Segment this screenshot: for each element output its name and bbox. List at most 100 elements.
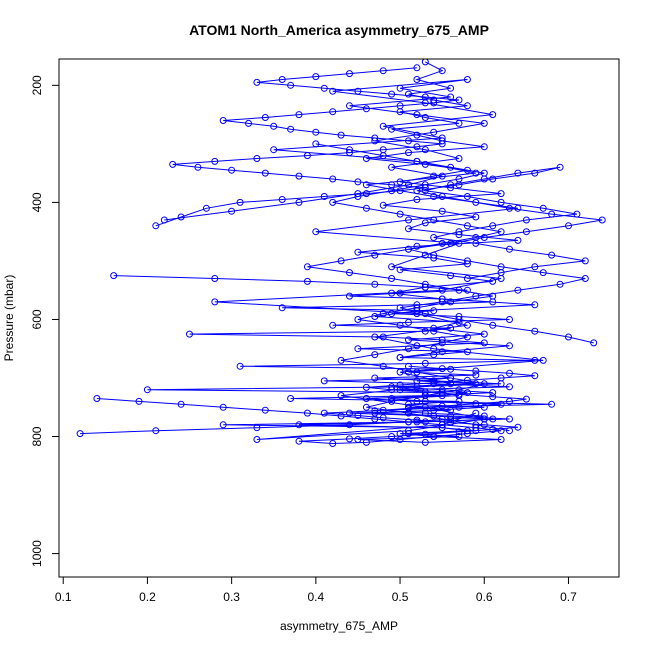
data-point: [455, 428, 463, 436]
data-point: [303, 152, 311, 160]
data-point: [463, 102, 471, 110]
data-point: [430, 251, 438, 259]
x-tick-label: 0.1: [55, 590, 72, 604]
data-point: [531, 356, 539, 364]
data-point: [405, 216, 412, 224]
data-point: [388, 90, 396, 98]
data-point: [396, 102, 404, 110]
data-point: [421, 327, 429, 335]
data-point: [312, 140, 320, 148]
data-point: [388, 275, 396, 282]
data-point: [463, 193, 471, 200]
data-point: [371, 351, 379, 359]
data-point: [480, 330, 488, 338]
x-axis-label: asymmetry_675_AMP: [280, 619, 398, 633]
data-point: [320, 193, 328, 200]
data-point: [413, 368, 421, 376]
data-point: [362, 204, 370, 212]
data-point: [430, 379, 438, 387]
data-point: [388, 187, 396, 195]
data-point: [379, 67, 387, 75]
data-point: [463, 275, 471, 282]
data-point: [522, 228, 530, 236]
data-point: [472, 380, 480, 388]
y-tick-label: 200: [30, 75, 44, 95]
data-point: [463, 166, 471, 174]
data-point: [152, 427, 160, 435]
data-point: [480, 421, 488, 429]
data-point: [421, 219, 429, 227]
data-point: [447, 84, 455, 92]
data-point: [514, 204, 522, 212]
data-point: [261, 406, 269, 414]
data-point: [76, 430, 84, 438]
data-point: [371, 374, 379, 382]
data-point: [497, 198, 505, 206]
data-point: [405, 90, 412, 98]
data-point: [590, 339, 598, 347]
data-point: [413, 304, 421, 312]
data-point: [152, 222, 160, 230]
data-point: [362, 383, 370, 391]
data-point: [489, 415, 497, 423]
data-point: [371, 415, 379, 423]
data-point: [362, 438, 370, 446]
data-point: [329, 198, 337, 206]
data-point: [489, 292, 497, 300]
data-point: [556, 280, 564, 288]
data-point: [362, 395, 370, 402]
data-point: [438, 415, 446, 423]
data-point: [211, 275, 219, 282]
data-point: [514, 423, 522, 431]
data-point: [447, 181, 455, 189]
data-point: [438, 298, 446, 306]
data-point: [430, 234, 438, 241]
data-point: [396, 289, 404, 297]
data-point: [303, 409, 311, 417]
data-point: [312, 128, 320, 136]
data-point: [522, 216, 530, 224]
data-point: [522, 395, 530, 403]
data-point: [421, 181, 429, 189]
data-point: [413, 342, 421, 350]
data-point: [295, 421, 303, 429]
data-point: [421, 114, 429, 121]
data-point: [379, 362, 387, 370]
data-point: [379, 414, 387, 422]
data-point: [421, 418, 429, 426]
data-point: [236, 198, 244, 206]
data-point: [405, 400, 412, 408]
data-point: [362, 155, 370, 162]
data-point: [497, 374, 505, 382]
data-point: [346, 269, 353, 277]
series-line: [307, 143, 510, 432]
data-point: [405, 137, 412, 145]
data-point: [539, 204, 547, 212]
data-point: [346, 292, 353, 300]
data-point: [438, 348, 446, 356]
data-point: [219, 403, 227, 411]
data-point: [413, 157, 421, 165]
data-point: [295, 111, 303, 119]
data-point: [472, 400, 480, 408]
data-point: [506, 342, 513, 350]
data-point: [143, 386, 151, 394]
data-point: [489, 175, 497, 183]
data-point: [278, 76, 286, 83]
data-point: [413, 196, 421, 203]
data-point: [354, 345, 362, 353]
data-point: [430, 327, 438, 335]
data-point: [312, 228, 320, 236]
data-point: [514, 286, 522, 294]
data-point: [405, 245, 412, 253]
data-point: [413, 143, 421, 151]
data-point: [480, 403, 488, 411]
data-point: [480, 143, 488, 151]
data-point: [253, 436, 261, 443]
data-point: [430, 193, 438, 200]
data-point: [480, 234, 488, 241]
data-point: [506, 415, 513, 423]
data-point: [472, 421, 480, 429]
data-point: [455, 386, 463, 394]
data-point: [438, 207, 446, 215]
